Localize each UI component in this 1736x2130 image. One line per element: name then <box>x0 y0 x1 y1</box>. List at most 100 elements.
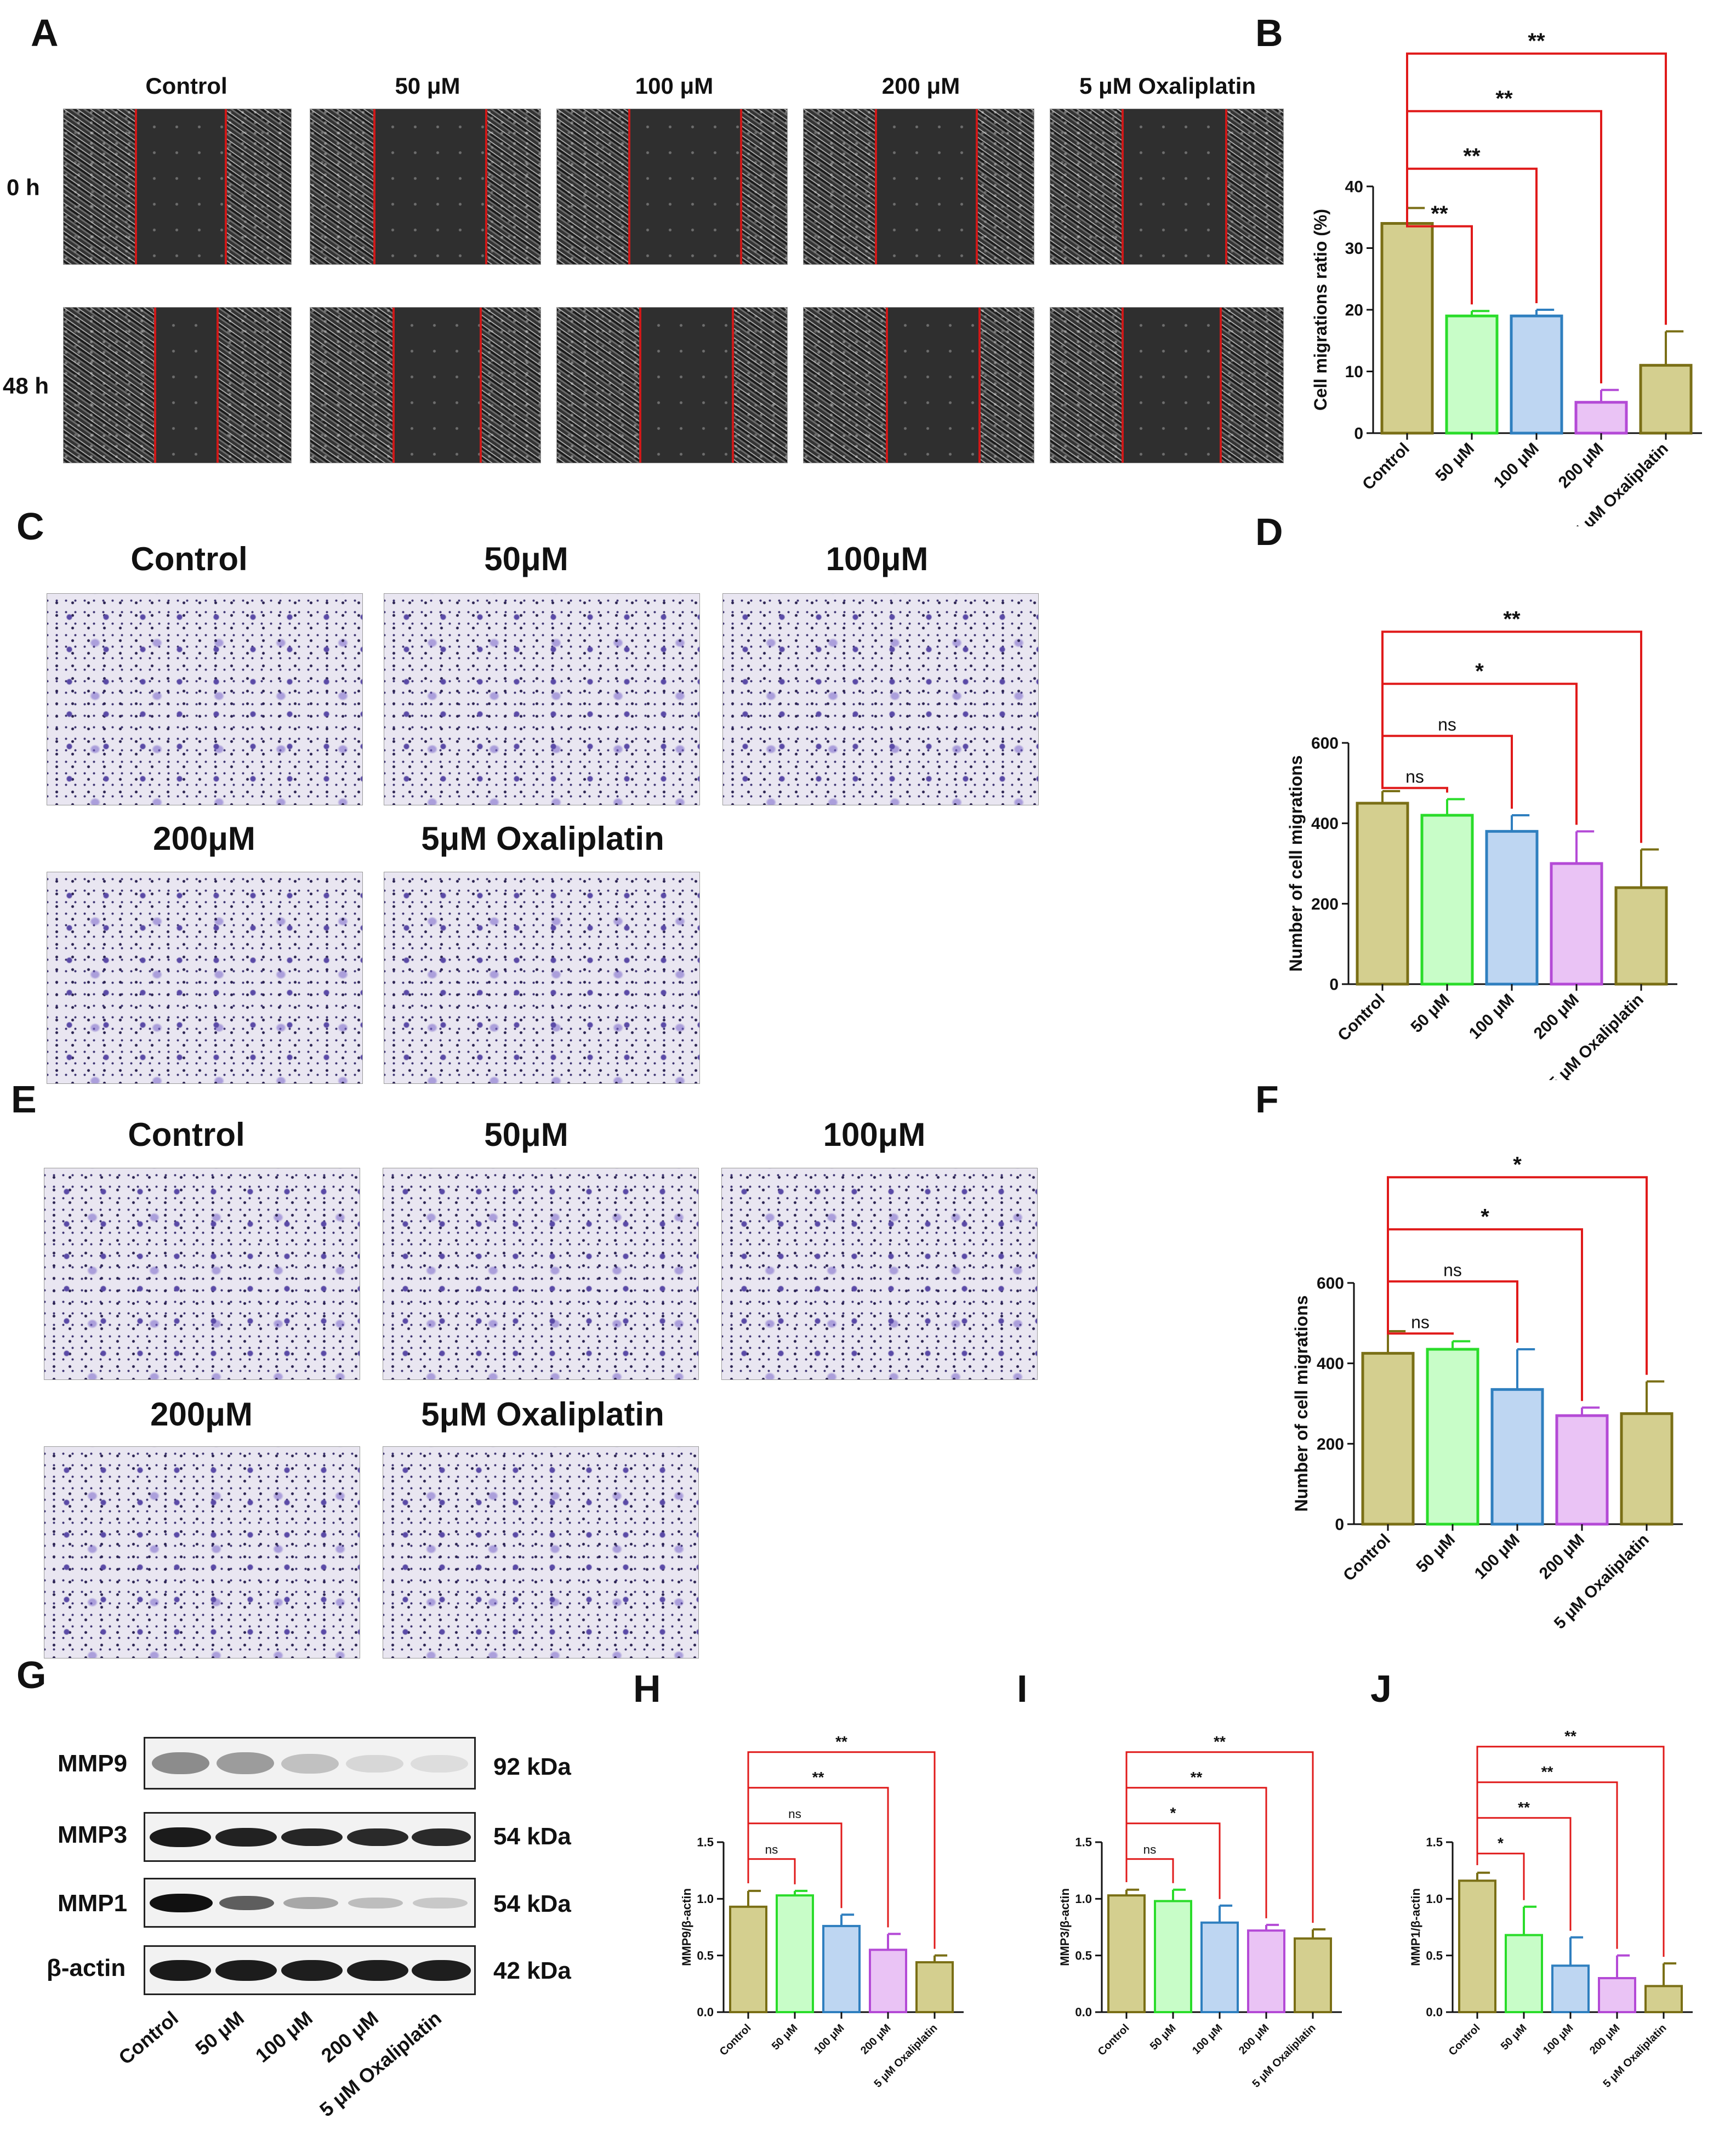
row-label-48h: 48 h <box>3 373 49 399</box>
chart-j-xtick-label-2: 100 μM <box>1541 2022 1576 2057</box>
chart-i-sig-label-0: ns <box>1143 1843 1157 1856</box>
band-actin-lane2 <box>215 1960 277 1981</box>
chart-i-xtick-label-1: 50 μM <box>1148 2022 1179 2053</box>
transwell-image-c-50um <box>384 593 700 805</box>
chart-f-bar-2 <box>1490 1388 1544 1526</box>
blot-strip-mmp3 <box>144 1812 476 1862</box>
transwell-image-e-50um <box>383 1168 699 1380</box>
chart-i-ytick-label: 0.0 <box>1075 2006 1092 2019</box>
blot-strip-mmp9 <box>144 1737 476 1790</box>
wound-image-50um-0h <box>310 109 541 265</box>
chart-i-xtick-label-0: Control <box>1096 2022 1132 2058</box>
row-label-0h: 0 h <box>7 174 40 200</box>
chart-j-sig-bracket-3 <box>1476 1746 1665 1957</box>
chart-j-xtick-label-0: Control <box>1447 2022 1483 2058</box>
wound-image-50um-48h <box>310 307 541 463</box>
label-e-oxaliplatin: 5μM Oxaliplatin <box>421 1396 664 1433</box>
transwell-image-e-100um <box>721 1168 1038 1380</box>
chart-j-bar-3 <box>1598 1977 1636 2013</box>
col-label-control: Control <box>145 73 227 99</box>
chart-b-ytick-label: 10 <box>1345 363 1363 381</box>
chart-b-sig-bracket-0 <box>1406 200 1473 305</box>
label-c-100um: 100μM <box>826 541 929 577</box>
kda-mmp9: 92 kDa <box>493 1753 571 1780</box>
chart-f-sig-bracket-3 <box>1387 1176 1648 1375</box>
transwell-image-e-200um <box>44 1446 360 1658</box>
band-actin-lane5 <box>412 1960 471 1981</box>
chart-h-bar-3 <box>869 1949 907 2014</box>
chart-b-ytick-label: 0 <box>1354 425 1363 443</box>
chart-i-sig-label-1: * <box>1170 1804 1176 1821</box>
chart-f-bar-0 <box>1361 1351 1415 1526</box>
band-mmp1-lane4 <box>348 1898 403 1909</box>
chart-i-xtick-label-3: 200 μM <box>1237 2022 1272 2057</box>
chart-d-sig-label-3: ** <box>1503 607 1521 631</box>
chart-j-ylabel: MMP1/β-actin <box>1409 1888 1422 1966</box>
chart-d-ytick-label: 600 <box>1311 735 1339 753</box>
chart-d-sig-bracket-3 <box>1381 631 1642 843</box>
chart-i-sig-bracket-3 <box>1125 1751 1314 1923</box>
band-actin-lane4 <box>347 1960 408 1981</box>
chart-j-sig-label-3: ** <box>1564 1728 1576 1745</box>
chart-b-bar-4 <box>1639 363 1693 435</box>
chart-i-ytick-label: 0.5 <box>1075 1949 1092 1962</box>
chart-d-ytick-label: 0 <box>1329 976 1339 994</box>
chart-f-ylabel: Number of cell migrations <box>1291 1296 1311 1512</box>
chart-b-xtick-label-1: 50 μM <box>1432 440 1477 485</box>
col-label-oxaliplatin: 5 μM Oxaliplatin <box>1079 73 1256 99</box>
chart-j-sig-label-1: ** <box>1518 1799 1530 1816</box>
chart-i-bar-0 <box>1107 1894 1146 2013</box>
chart-d-sig-label-1: ns <box>1438 714 1456 734</box>
chart-h-bar-1 <box>776 1894 814 2013</box>
chart-h-ytick-label: 0.0 <box>697 2006 714 2019</box>
col-label-100um: 100 μM <box>635 73 714 99</box>
chart-b-xtick-label-0: Control <box>1359 440 1413 494</box>
chart-d-xtick-label-0: Control <box>1334 991 1388 1045</box>
chart-d-migration-count: 0 200 400 600 Number of cell migrations Contr… <box>1286 607 1677 1080</box>
chart-h-sig-label-3: ** <box>835 1733 847 1750</box>
chart-b-ylabel: Cell migrations ratio (%) <box>1311 209 1330 411</box>
chart-f-ytick-label: 200 <box>1317 1435 1344 1453</box>
chart-j-ytick-label: 0.0 <box>1426 2006 1443 2019</box>
label-e-control: Control <box>128 1116 245 1153</box>
band-mmp1-lane1 <box>150 1894 213 1912</box>
chart-d-ylabel: Number of cell migrations <box>1286 756 1306 972</box>
chart-j-ytick-label: 1.5 <box>1426 1836 1443 1849</box>
chart-h-sig-bracket-3 <box>747 1751 936 1949</box>
chart-b-xtick-label-3: 200 μM <box>1555 440 1607 492</box>
chart-b-xtick-label-2: 100 μM <box>1490 440 1543 492</box>
chart-f-xtick-label-0: Control <box>1340 1531 1394 1585</box>
chart-j-xtick-label-1: 50 μM <box>1499 2022 1529 2053</box>
chart-f-ytick-label: 400 <box>1317 1355 1344 1373</box>
chart-b-bar-3 <box>1574 401 1628 435</box>
label-e-200um: 200μM <box>150 1396 253 1433</box>
chart-b-sig-label-1: ** <box>1463 144 1481 168</box>
chart-f-bar-1 <box>1426 1348 1479 1526</box>
chart-i-bar-4 <box>1294 1937 1332 2013</box>
panel-letter-j: J <box>1370 1667 1392 1710</box>
chart-h-xtick-label-2: 100 μM <box>812 2022 847 2057</box>
blot-label-mmp9: MMP9 <box>58 1750 128 1777</box>
chart-h-sig-label-2: ** <box>812 1769 824 1786</box>
chart-i-xtick-label-2: 100 μM <box>1190 2022 1225 2057</box>
label-c-200um: 200μM <box>153 820 255 857</box>
chart-h-ytick-label: 1.5 <box>697 1836 714 1849</box>
wound-image-100um-0h <box>556 109 788 265</box>
band-mmp9-lane2 <box>217 1752 274 1774</box>
kda-mmp1: 54 kDa <box>493 1890 571 1917</box>
chart-b-bar-0 <box>1380 222 1434 435</box>
wound-image-oxaliplatin-48h <box>1050 307 1284 463</box>
chart-h-sig-bracket-2 <box>747 1787 889 1928</box>
chart-d-sig-bracket-0 <box>1381 783 1448 793</box>
panel-letter-f: F <box>1255 1078 1279 1121</box>
chart-f-bar-3 <box>1555 1414 1609 1526</box>
chart-d-ytick-label: 400 <box>1311 815 1339 833</box>
chart-i-sig-bracket-0 <box>1125 1858 1174 1883</box>
panel-letter-e: E <box>11 1078 37 1121</box>
chart-i-ytick-label: 1.0 <box>1075 1892 1092 1906</box>
chart-b-bar-1 <box>1445 314 1499 435</box>
chart-d-sig-label-0: ns <box>1405 766 1424 786</box>
band-mmp9-lane3 <box>281 1754 339 1774</box>
chart-b-sig-label-0: ** <box>1431 202 1448 226</box>
chart-h-ylabel: MMP9/β-actin <box>680 1888 693 1966</box>
